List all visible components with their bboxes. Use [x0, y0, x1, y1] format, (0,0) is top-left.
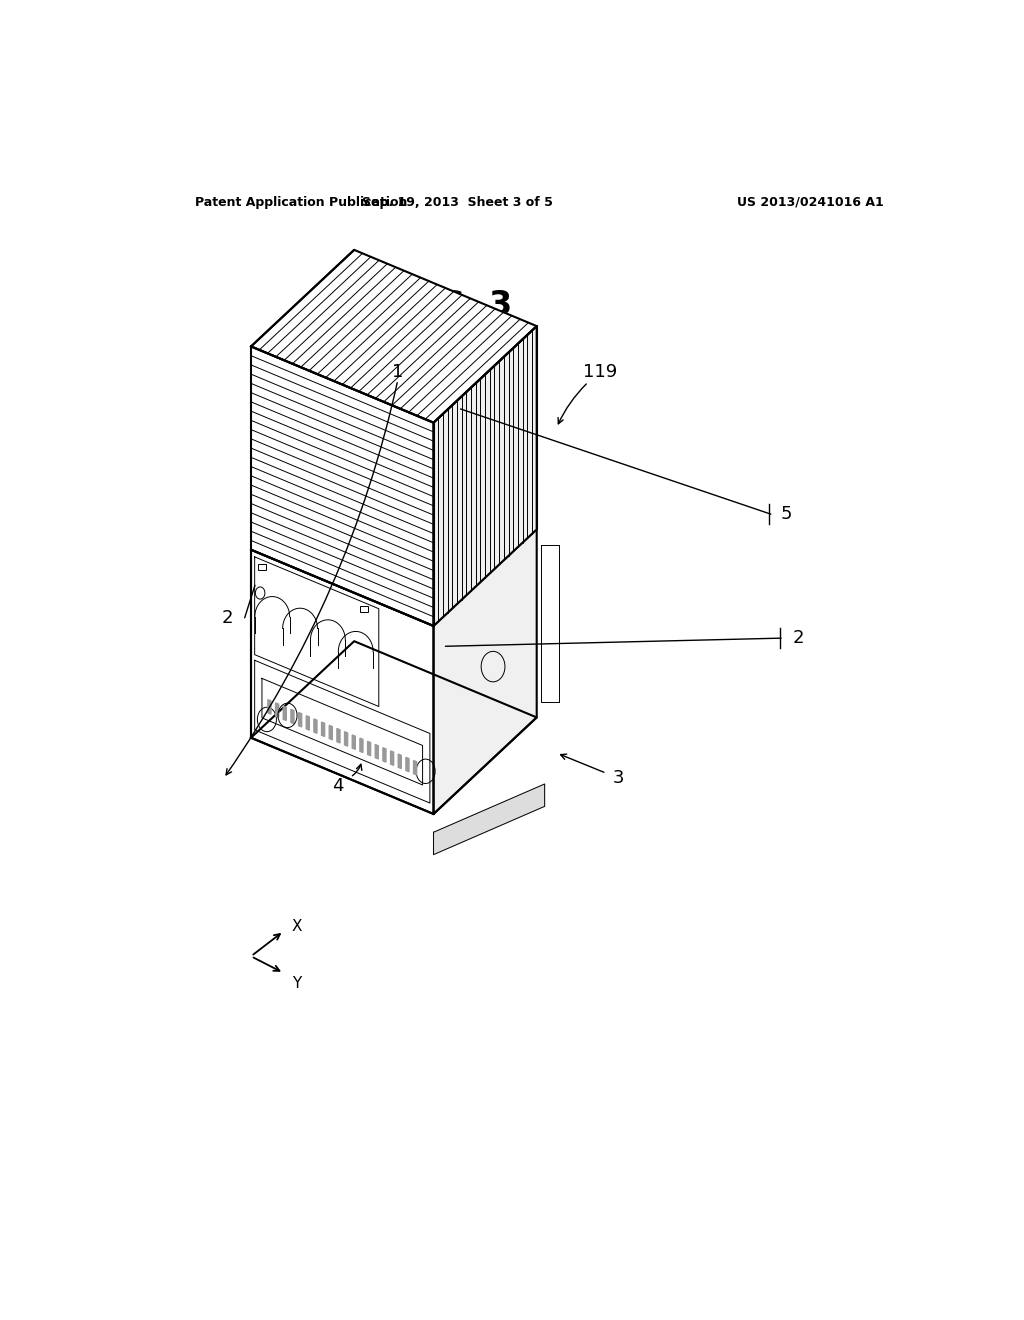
Text: 2: 2: [221, 609, 232, 627]
Text: 5: 5: [781, 506, 793, 523]
Text: US 2013/0241016 A1: US 2013/0241016 A1: [737, 195, 884, 209]
Text: 119: 119: [583, 363, 617, 381]
Bar: [258, 564, 266, 570]
Text: Sep. 19, 2013  Sheet 3 of 5: Sep. 19, 2013 Sheet 3 of 5: [361, 195, 553, 209]
Polygon shape: [398, 754, 401, 768]
Polygon shape: [433, 326, 537, 626]
Polygon shape: [541, 545, 559, 702]
Polygon shape: [251, 249, 537, 422]
Polygon shape: [322, 722, 325, 737]
Polygon shape: [284, 706, 287, 721]
Polygon shape: [383, 747, 386, 762]
Polygon shape: [337, 729, 340, 743]
Polygon shape: [299, 713, 302, 727]
Text: FIG. 3: FIG. 3: [402, 289, 512, 322]
Polygon shape: [306, 715, 309, 730]
Polygon shape: [291, 709, 294, 723]
Text: 4: 4: [333, 776, 344, 795]
Polygon shape: [268, 700, 271, 714]
Polygon shape: [406, 758, 409, 772]
Polygon shape: [251, 346, 433, 626]
Text: X: X: [292, 919, 302, 933]
Text: 1: 1: [392, 363, 403, 381]
Text: 3: 3: [612, 770, 625, 788]
Polygon shape: [433, 529, 537, 814]
Text: Patent Application Publication: Patent Application Publication: [196, 195, 408, 209]
Text: Y: Y: [292, 975, 301, 991]
Polygon shape: [330, 725, 333, 739]
Polygon shape: [251, 549, 433, 814]
Text: 2: 2: [793, 630, 804, 647]
Polygon shape: [390, 751, 393, 766]
Polygon shape: [375, 744, 378, 759]
Polygon shape: [344, 731, 347, 746]
Polygon shape: [433, 784, 545, 854]
Polygon shape: [352, 735, 355, 750]
Bar: [360, 606, 369, 612]
Polygon shape: [414, 760, 417, 775]
Polygon shape: [314, 719, 317, 734]
Polygon shape: [275, 702, 279, 717]
Polygon shape: [359, 738, 362, 752]
Polygon shape: [368, 742, 371, 756]
Polygon shape: [251, 642, 537, 814]
